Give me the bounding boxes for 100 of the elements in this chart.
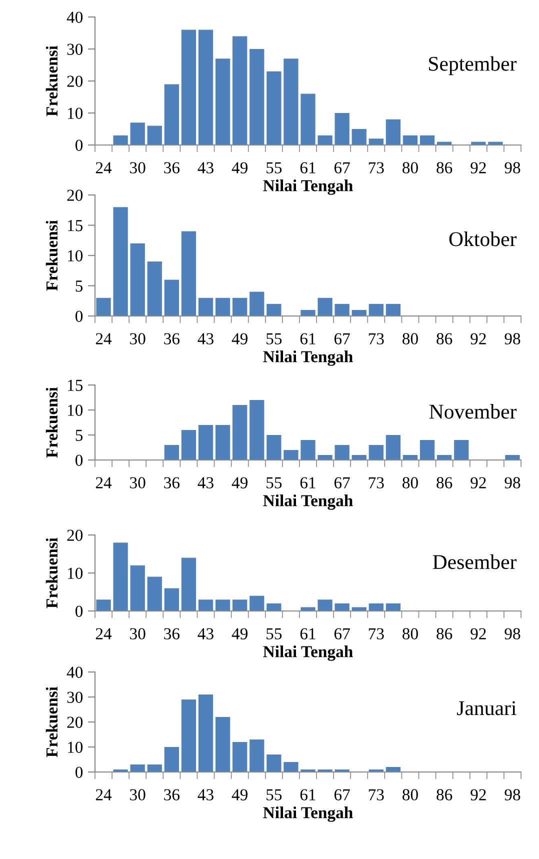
y-axis-title: Frekuensi [46, 538, 58, 608]
bar [334, 304, 350, 316]
x-tick-label: 30 [130, 789, 146, 800]
x-tick-label: 49 [232, 789, 248, 800]
bar [250, 49, 264, 145]
x-tick-label: 49 [232, 162, 248, 174]
x-tick-label: 80 [402, 333, 418, 344]
bar [164, 445, 180, 460]
bar [334, 113, 350, 145]
x-tick-label: 67 [334, 789, 350, 800]
x-tick-label: 24 [96, 333, 112, 344]
x-tick-label: 49 [232, 477, 248, 488]
bar [147, 126, 162, 145]
bar [232, 36, 248, 145]
bar [386, 119, 401, 145]
bar [181, 700, 196, 772]
bar [300, 607, 316, 611]
x-tick-label: 24 [96, 628, 112, 640]
x-tick-label: 55 [266, 789, 282, 800]
x-tick-label: 92 [470, 333, 486, 344]
bar [198, 425, 214, 460]
bar [147, 262, 162, 316]
bar [181, 30, 196, 145]
y-axis-title: Frekuensi [46, 46, 58, 116]
y-tick-label: 5 [76, 280, 83, 292]
x-tick-label: 36 [164, 162, 180, 174]
x-tick-label: 80 [402, 162, 418, 174]
y-tick-label: 20 [67, 76, 83, 87]
x-tick-label: 98 [504, 477, 520, 488]
bar [147, 764, 162, 772]
x-tick-label: 86 [436, 789, 452, 800]
bar [352, 607, 366, 611]
bar [198, 694, 214, 772]
x-tick-label: 73 [368, 789, 384, 800]
bar [130, 565, 145, 611]
bar [334, 603, 350, 611]
bar [505, 455, 520, 460]
bar [198, 298, 214, 316]
bar [215, 298, 230, 316]
y-tick-label: 10 [68, 108, 83, 119]
bar [181, 231, 196, 316]
x-tick-label: 36 [164, 789, 180, 800]
bar [386, 304, 401, 316]
y-axis-title: Frekuensi [46, 387, 58, 458]
x-tick-label: 55 [266, 628, 282, 640]
x-tick-label: 98 [504, 789, 520, 800]
bar [318, 455, 332, 460]
bar [232, 742, 248, 772]
x-axis-title: Nilai Tengah [263, 806, 353, 822]
x-tick-label: 49 [232, 628, 248, 640]
x-tick-label: 30 [130, 477, 146, 488]
x-tick-label: 36 [164, 333, 180, 344]
annotation: Januari [457, 701, 516, 716]
x-tick-label: 24 [96, 477, 112, 488]
x-tick-label: 67 [334, 162, 350, 174]
x-tick-label: 92 [470, 628, 486, 640]
bar [284, 450, 298, 460]
bar [96, 298, 111, 316]
x-tick-label: 36 [164, 477, 180, 488]
y-tick-label: 40 [66, 12, 83, 23]
y-tick-label: 0 [75, 766, 83, 778]
bar [198, 600, 214, 611]
bar [232, 405, 248, 460]
x-tick-label: 55 [266, 333, 282, 344]
x-tick-label: 98 [504, 333, 520, 344]
x-tick-label: 43 [198, 162, 214, 174]
annotation: November [429, 404, 517, 419]
y-tick-label: 0 [75, 140, 83, 151]
x-tick-label: 43 [198, 789, 214, 800]
bar [368, 603, 384, 611]
x-tick-label: 61 [300, 628, 316, 640]
y-tick-label: 10 [68, 404, 83, 416]
x-tick-label: 24 [96, 162, 112, 174]
bar [318, 298, 332, 316]
x-tick-label: 61 [300, 477, 316, 488]
x-tick-label: 30 [130, 628, 146, 640]
bar [215, 58, 230, 145]
x-axis-title: Nilai Tengah [263, 494, 353, 510]
x-tick-label: 80 [402, 477, 418, 488]
bar [454, 440, 469, 460]
x-tick-label: 30 [130, 333, 146, 344]
x-tick-label: 73 [368, 477, 384, 488]
bar [266, 754, 282, 772]
x-tick-label: 43 [198, 628, 214, 640]
bar [164, 747, 180, 772]
bar [300, 310, 316, 316]
x-tick-label: 86 [436, 162, 452, 174]
bar [250, 292, 264, 316]
bar [386, 603, 401, 611]
x-tick-label: 61 [300, 162, 316, 174]
x-tick-label: 80 [402, 789, 418, 800]
bar [284, 762, 298, 772]
x-tick-label: 86 [436, 333, 452, 344]
bar [334, 445, 350, 460]
bar [181, 558, 196, 611]
bar [420, 135, 435, 145]
bar [113, 135, 128, 145]
bar [130, 243, 145, 316]
bar [164, 588, 180, 611]
x-tick-label: 49 [232, 333, 248, 344]
